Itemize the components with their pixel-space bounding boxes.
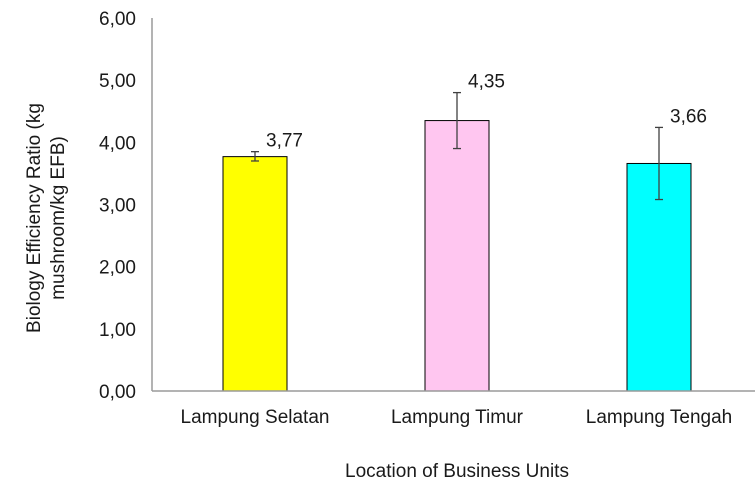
y-tick-label: 4,00 <box>99 133 136 154</box>
y-tick-label: 1,00 <box>99 320 136 341</box>
bar <box>424 120 490 392</box>
error-bar <box>251 151 259 162</box>
bar <box>222 156 288 392</box>
category-label: Lampung Timur <box>391 407 524 428</box>
y-axis-title-line2: mushroom/kg EFB) <box>48 136 69 300</box>
bars <box>222 120 692 392</box>
y-tick-label: 0,00 <box>99 382 136 403</box>
bar <box>626 162 692 392</box>
y-axis-title-line1: Biology Efficiency Ratio (kg <box>24 103 45 333</box>
data-label: 3,77 <box>266 131 303 152</box>
y-tick-label: 5,00 <box>99 71 136 92</box>
x-axis-title: Location of Business Units <box>345 461 569 482</box>
data-labels: 3,77 4,35 3,66 <box>266 72 707 152</box>
y-tick-label: 6,00 <box>99 9 136 30</box>
error-bars <box>251 91 663 201</box>
y-tick-label: 3,00 <box>99 196 136 217</box>
y-tick-labels: 0,00 1,00 2,00 3,00 4,00 5,00 6,00 <box>99 9 136 403</box>
data-label: 4,35 <box>468 72 505 93</box>
y-axis-title: Biology Efficiency Ratio (kg mushroom/kg… <box>24 103 69 333</box>
y-tick-label: 2,00 <box>99 258 136 279</box>
category-label: Lampung Selatan <box>181 407 330 428</box>
category-labels: Lampung Selatan Lampung Timur Lampung Teng… <box>181 407 733 428</box>
error-bar <box>453 91 461 150</box>
error-bar <box>655 126 663 201</box>
data-label: 3,66 <box>670 106 707 127</box>
category-label: Lampung Tengah <box>586 407 733 428</box>
